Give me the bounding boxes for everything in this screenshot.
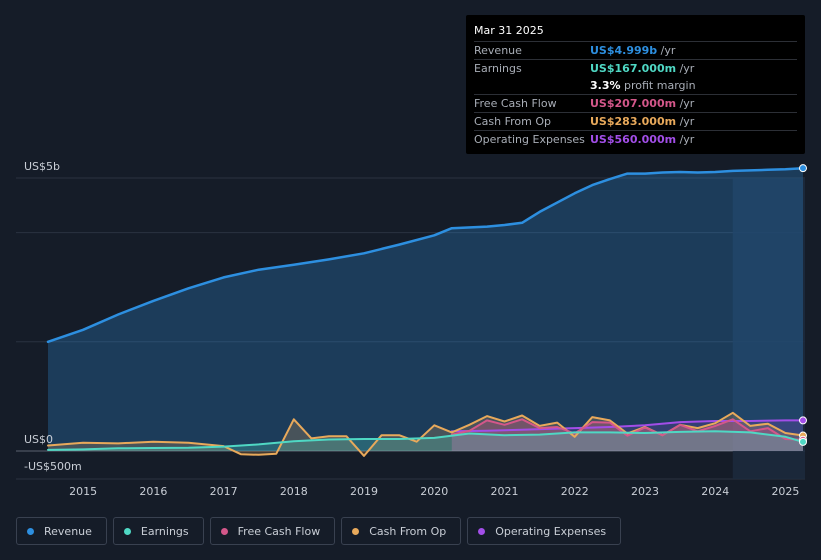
legend-item-revenue[interactable]: Revenue — [16, 517, 107, 545]
earnings-line — [47, 430, 804, 451]
legend-dot-icon — [123, 527, 131, 535]
tooltip-row: 3.3% profit margin — [474, 77, 797, 94]
tooltip-rows: Revenue US$4.999b /yr Earnings US$167.000m … — [474, 41, 797, 148]
tooltip-row: Cash From Op US$283.000m /yr — [474, 112, 797, 130]
tooltip-row: Earnings US$167.000m /yr — [474, 59, 797, 77]
tooltip-row: Revenue US$4.999b /yr — [474, 41, 797, 59]
operating-expenses-endpoint — [799, 416, 807, 425]
legend-label: Revenue — [44, 524, 92, 538]
x-axis-labels: 2015 2016 2017 2018 2019 2020 2021 2022 2023 2024… — [69, 485, 799, 498]
legend: Revenue Earnings Free Cash Flow Cash From O… — [16, 517, 622, 545]
legend-label: Operating Expenses — [495, 524, 607, 538]
x-tick-label: 2015 — [69, 485, 97, 498]
x-tick-label: 2022 — [561, 485, 589, 498]
free-cash-flow-area — [451, 419, 803, 451]
tooltip-panel: Mar 31 2025 Revenue US$4.999b /yr Earnings… — [466, 15, 805, 154]
legend-dot-icon — [27, 527, 34, 535]
revenue-endpoint — [799, 164, 807, 173]
tooltip-row-label: Cash From Op — [474, 115, 552, 128]
revenue-area — [48, 168, 803, 451]
x-tick-label: 2023 — [631, 485, 659, 498]
tooltip-row: Operating Expenses US$560.000m /yr — [474, 130, 797, 148]
legend-label: Cash From Op — [369, 524, 447, 538]
tooltip-row: Free Cash Flow US$207.000m /yr — [474, 94, 797, 112]
legend-label: Free Cash Flow — [237, 524, 321, 538]
legend-item-cash-from-op[interactable]: Cash From Op — [341, 517, 462, 545]
series-endpoints — [799, 164, 807, 446]
x-tick-label: 2025 — [771, 485, 799, 498]
y-axis-labels: US$5b US$0 -US$500m — [24, 160, 82, 473]
tooltip-row-value: US$4.999b /yr — [590, 44, 676, 57]
tooltip-row-value: US$283.000m /yr — [590, 115, 695, 128]
tooltip-row-label — [474, 77, 590, 94]
tooltip-row-value: US$167.000m /yr — [590, 62, 695, 75]
y-tick-label: -US$500m — [24, 460, 82, 473]
legend-dot-icon — [220, 527, 228, 535]
x-tick-label: 2021 — [491, 485, 519, 498]
grid-lines — [16, 177, 805, 480]
free-cash-flow-line — [450, 418, 804, 441]
x-tick-label: 2019 — [350, 485, 378, 498]
series-areas — [48, 168, 803, 456]
y-tick-label: US$0 — [24, 433, 53, 446]
tooltip-date: Mar 31 2025 — [474, 24, 544, 37]
tooltip-row-value: US$207.000m /yr — [590, 97, 695, 110]
series-lines — [46, 166, 805, 457]
legend-label: Earnings — [140, 524, 189, 538]
revenue-line — [46, 166, 805, 344]
x-tick-label: 2024 — [701, 485, 729, 498]
tooltip-row-label: Free Cash Flow — [474, 97, 557, 110]
x-tick-label: 2017 — [210, 485, 238, 498]
legend-item-earnings[interactable]: Earnings — [112, 517, 204, 545]
tooltip-row-value: 3.3% profit margin — [590, 79, 696, 92]
tooltip-row-label: Operating Expenses — [474, 133, 585, 146]
earnings-endpoint — [799, 437, 807, 446]
x-tick-label: 2020 — [420, 485, 448, 498]
operating-expenses-line — [450, 419, 804, 433]
tooltip-row-label: Earnings — [474, 62, 522, 75]
legend-item-operating-expenses[interactable]: Operating Expenses — [467, 517, 622, 545]
y-tick-label: US$5b — [24, 160, 60, 173]
x-tick-label: 2018 — [280, 485, 308, 498]
legend-item-free-cash-flow[interactable]: Free Cash Flow — [209, 517, 336, 545]
legend-dot-icon — [352, 527, 360, 535]
tooltip-row-value: US$560.000m /yr — [590, 133, 695, 146]
x-tick-label: 2016 — [139, 485, 167, 498]
legend-dot-icon — [478, 527, 486, 535]
cash-from-op-line — [47, 411, 804, 457]
tooltip-row-label: Revenue — [474, 44, 522, 57]
